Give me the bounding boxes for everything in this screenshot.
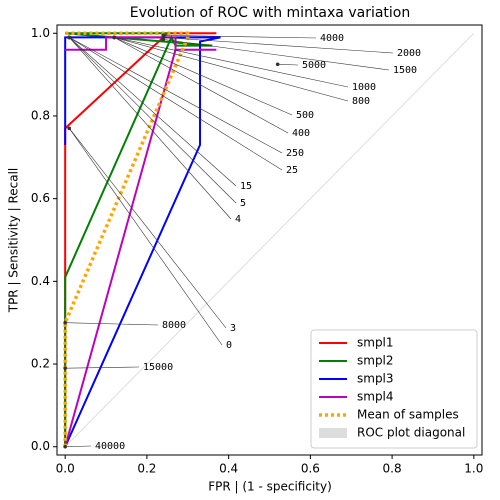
legend-label: smpl3 [357,372,394,386]
annotation-arrow [163,39,390,71]
annotation-arrow [163,37,394,54]
annotation-arrow [163,35,317,39]
legend-label: ROC plot diagonal [357,426,465,440]
y-tick-label: 1.0 [31,26,50,40]
plot-frame [56,24,483,456]
y-tick-label: 0.0 [31,439,50,453]
annotation-arrow [114,37,349,102]
annotation-arrow [69,37,283,154]
legend-label: smpl1 [357,336,394,350]
annotation-arrow [69,37,232,220]
annotation-label: 4000 [320,33,344,44]
annotation-label: 2000 [397,48,421,59]
diagonal-line [64,32,475,448]
annotation-label: 400 [292,128,310,139]
series-line [64,36,221,448]
annotation-label: 25 [286,165,298,176]
annotation-arrow [65,445,92,448]
annotation-arrow [114,37,293,116]
annotation-label: 8000 [162,320,186,331]
annotation-arrow [114,37,289,134]
annotation-label: 4 [235,214,241,225]
arrow-head [67,126,72,131]
arrow-head [63,320,67,325]
arrow-head [112,35,117,40]
annotation-arrow [69,37,237,187]
annotation-label: 40000 [95,441,125,452]
annotation-arrow [69,37,283,171]
legend-label: Mean of samples [357,408,459,422]
y-tick-label: 0.2 [31,357,50,371]
annotation-arrow [65,366,140,369]
annotation-label: 500 [296,110,314,121]
annotation-arrow [65,322,159,326]
annotation-label: 1500 [393,65,417,76]
annotation-label: 800 [352,96,370,107]
x-tick-label: 0.6 [301,462,320,476]
y-axis-label: TPR | Sensitivity | Recall [7,168,21,314]
x-tick-label: 1.0 [464,462,483,476]
arrow-head [67,35,72,40]
annotation-arrow [69,128,223,346]
series-line [63,31,190,447]
annotation-label: 15000 [143,362,173,373]
annotation-label: 3 [230,323,236,334]
arrow-head [63,366,67,370]
annotation-label: 0 [226,340,232,351]
x-tick-label: 0.0 [56,462,75,476]
x-axis-label: FPR | (1 - specificity) [208,480,332,494]
x-tick-label: 0.2 [137,462,156,476]
y-tick-label: 0.6 [31,191,50,205]
x-tick-label: 0.8 [383,462,402,476]
x-tick-label: 0.4 [219,462,238,476]
legend-swatch [319,428,347,438]
series-line [64,32,213,447]
y-tick-label: 0.8 [31,108,50,122]
annotation-arrow [69,37,237,204]
annotation-label: 250 [286,148,304,159]
annotation-arrow [69,128,227,329]
annotation-label: 5000 [302,60,326,71]
legend-label: smpl2 [357,354,394,368]
annotation-label: 15 [240,181,252,192]
annotation-arrow [114,37,349,88]
legend-label: smpl4 [357,390,394,404]
legend-box [310,329,478,449]
series-line [64,36,217,447]
annotation-label: 5 [240,198,246,209]
y-tick-label: 0.4 [31,274,50,288]
arrow-head [161,37,166,42]
arrow-head [275,62,280,67]
chart-title: Evolution of ROC with mintaxa variation [130,5,411,21]
series-line [64,32,217,447]
annotation-label: 1000 [352,82,376,93]
arrow-head [63,444,67,449]
annotation-arrow [277,63,299,66]
